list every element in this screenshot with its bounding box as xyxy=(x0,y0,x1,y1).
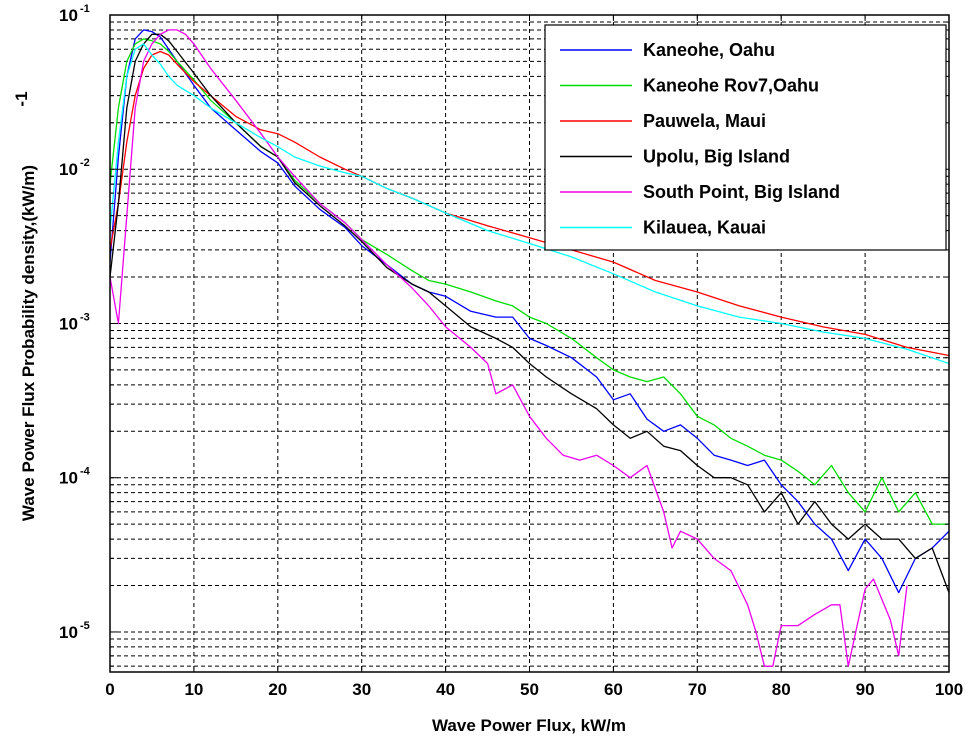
y-tick-label: 10 xyxy=(59,469,78,488)
legend-entry: Kilauea, Kauai xyxy=(643,218,766,238)
y-tick-label-exponent: -5 xyxy=(80,620,90,632)
y-tick-label-exponent: -3 xyxy=(80,311,90,323)
y-tick-label: 10 xyxy=(59,314,78,333)
x-tick-label: 40 xyxy=(436,680,455,699)
series-line xyxy=(110,38,949,525)
series-group xyxy=(110,29,949,667)
x-tick-label: 70 xyxy=(688,680,707,699)
y-tick-label: 10 xyxy=(59,623,78,642)
x-tick-label: 50 xyxy=(520,680,539,699)
x-tick-label: 60 xyxy=(604,680,623,699)
legend-entry: Upolu, Big Island xyxy=(643,147,790,167)
legend-entry: Kaneohe, Oahu xyxy=(643,40,775,60)
legend-entry: Kaneohe Rov7,Oahu xyxy=(643,76,819,96)
legend: Kaneohe, Oahu Kaneohe Rov7,Oahu Pauwela, M… xyxy=(544,24,947,251)
x-tick-label: 80 xyxy=(772,680,791,699)
x-tick-label: 0 xyxy=(105,680,114,699)
y-tick-label-exponent: -1 xyxy=(80,3,90,15)
x-tick-label: 30 xyxy=(352,680,371,699)
y-tick-label-exponent: -4 xyxy=(80,466,91,478)
x-axis-label: Wave Power Flux, kW/m xyxy=(432,716,626,735)
series-line xyxy=(110,33,949,593)
x-tick-label: 10 xyxy=(184,680,203,699)
y-axis-label: Wave Power Flux Probability density,(kW/… xyxy=(19,165,38,521)
y-tick-label: 10 xyxy=(59,6,78,25)
x-tick-label: 100 xyxy=(935,680,963,699)
x-tick-label: 90 xyxy=(856,680,875,699)
y-tick-label-exponent: -2 xyxy=(80,157,90,169)
y-tick-label: 10 xyxy=(59,160,78,179)
y-tick-labels: 10-110-210-310-410-5 xyxy=(59,3,91,642)
legend-entry: South Point, Big Island xyxy=(643,182,840,202)
y-axis-label-exponent: -1 xyxy=(12,91,31,106)
x-tick-labels: 0 10 20 30 40 50 60 70 80 90 100 xyxy=(105,680,963,699)
series-line xyxy=(110,43,949,365)
legend-entry: Pauwela, Maui xyxy=(643,111,766,131)
legend-box xyxy=(544,24,947,251)
series-line xyxy=(110,29,908,667)
grid xyxy=(110,15,949,672)
series-line xyxy=(110,50,949,357)
x-tick-label: 20 xyxy=(268,680,287,699)
